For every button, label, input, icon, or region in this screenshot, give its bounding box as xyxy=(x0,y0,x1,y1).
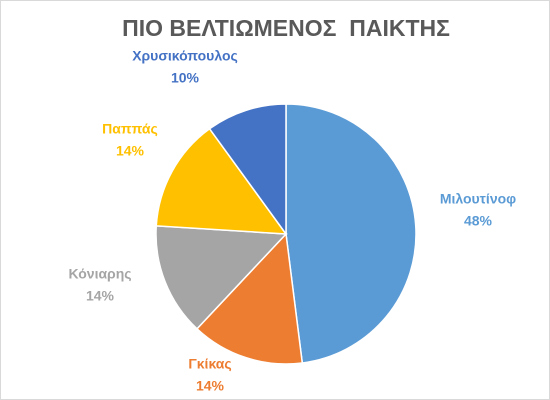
chart-title: ΠΙΟ ΒΕΛΤΙΩΜΕΝΟΣ ΠΑΙΚΤΗΣ xyxy=(122,15,450,41)
slice-label: Γκίκας xyxy=(188,356,231,372)
pie-slice xyxy=(155,127,288,235)
slice-value-label: 48% xyxy=(464,213,493,229)
pie-slice xyxy=(155,225,288,330)
slice-value-label: 14% xyxy=(196,378,225,394)
pie-slice xyxy=(285,103,417,364)
slice-value-label: 14% xyxy=(116,143,145,159)
pie-slice xyxy=(208,103,287,237)
slice-label: Χρυσικόπουλος xyxy=(132,48,238,64)
slice-label: Κόνιαρης xyxy=(68,266,131,282)
slice-label: Παππάς xyxy=(102,121,158,137)
slice-value-label: 14% xyxy=(86,288,115,304)
pie-slice xyxy=(195,232,304,365)
slice-label: Μιλουτίνοφ xyxy=(440,191,516,207)
slice-value-label: 10% xyxy=(171,70,200,86)
